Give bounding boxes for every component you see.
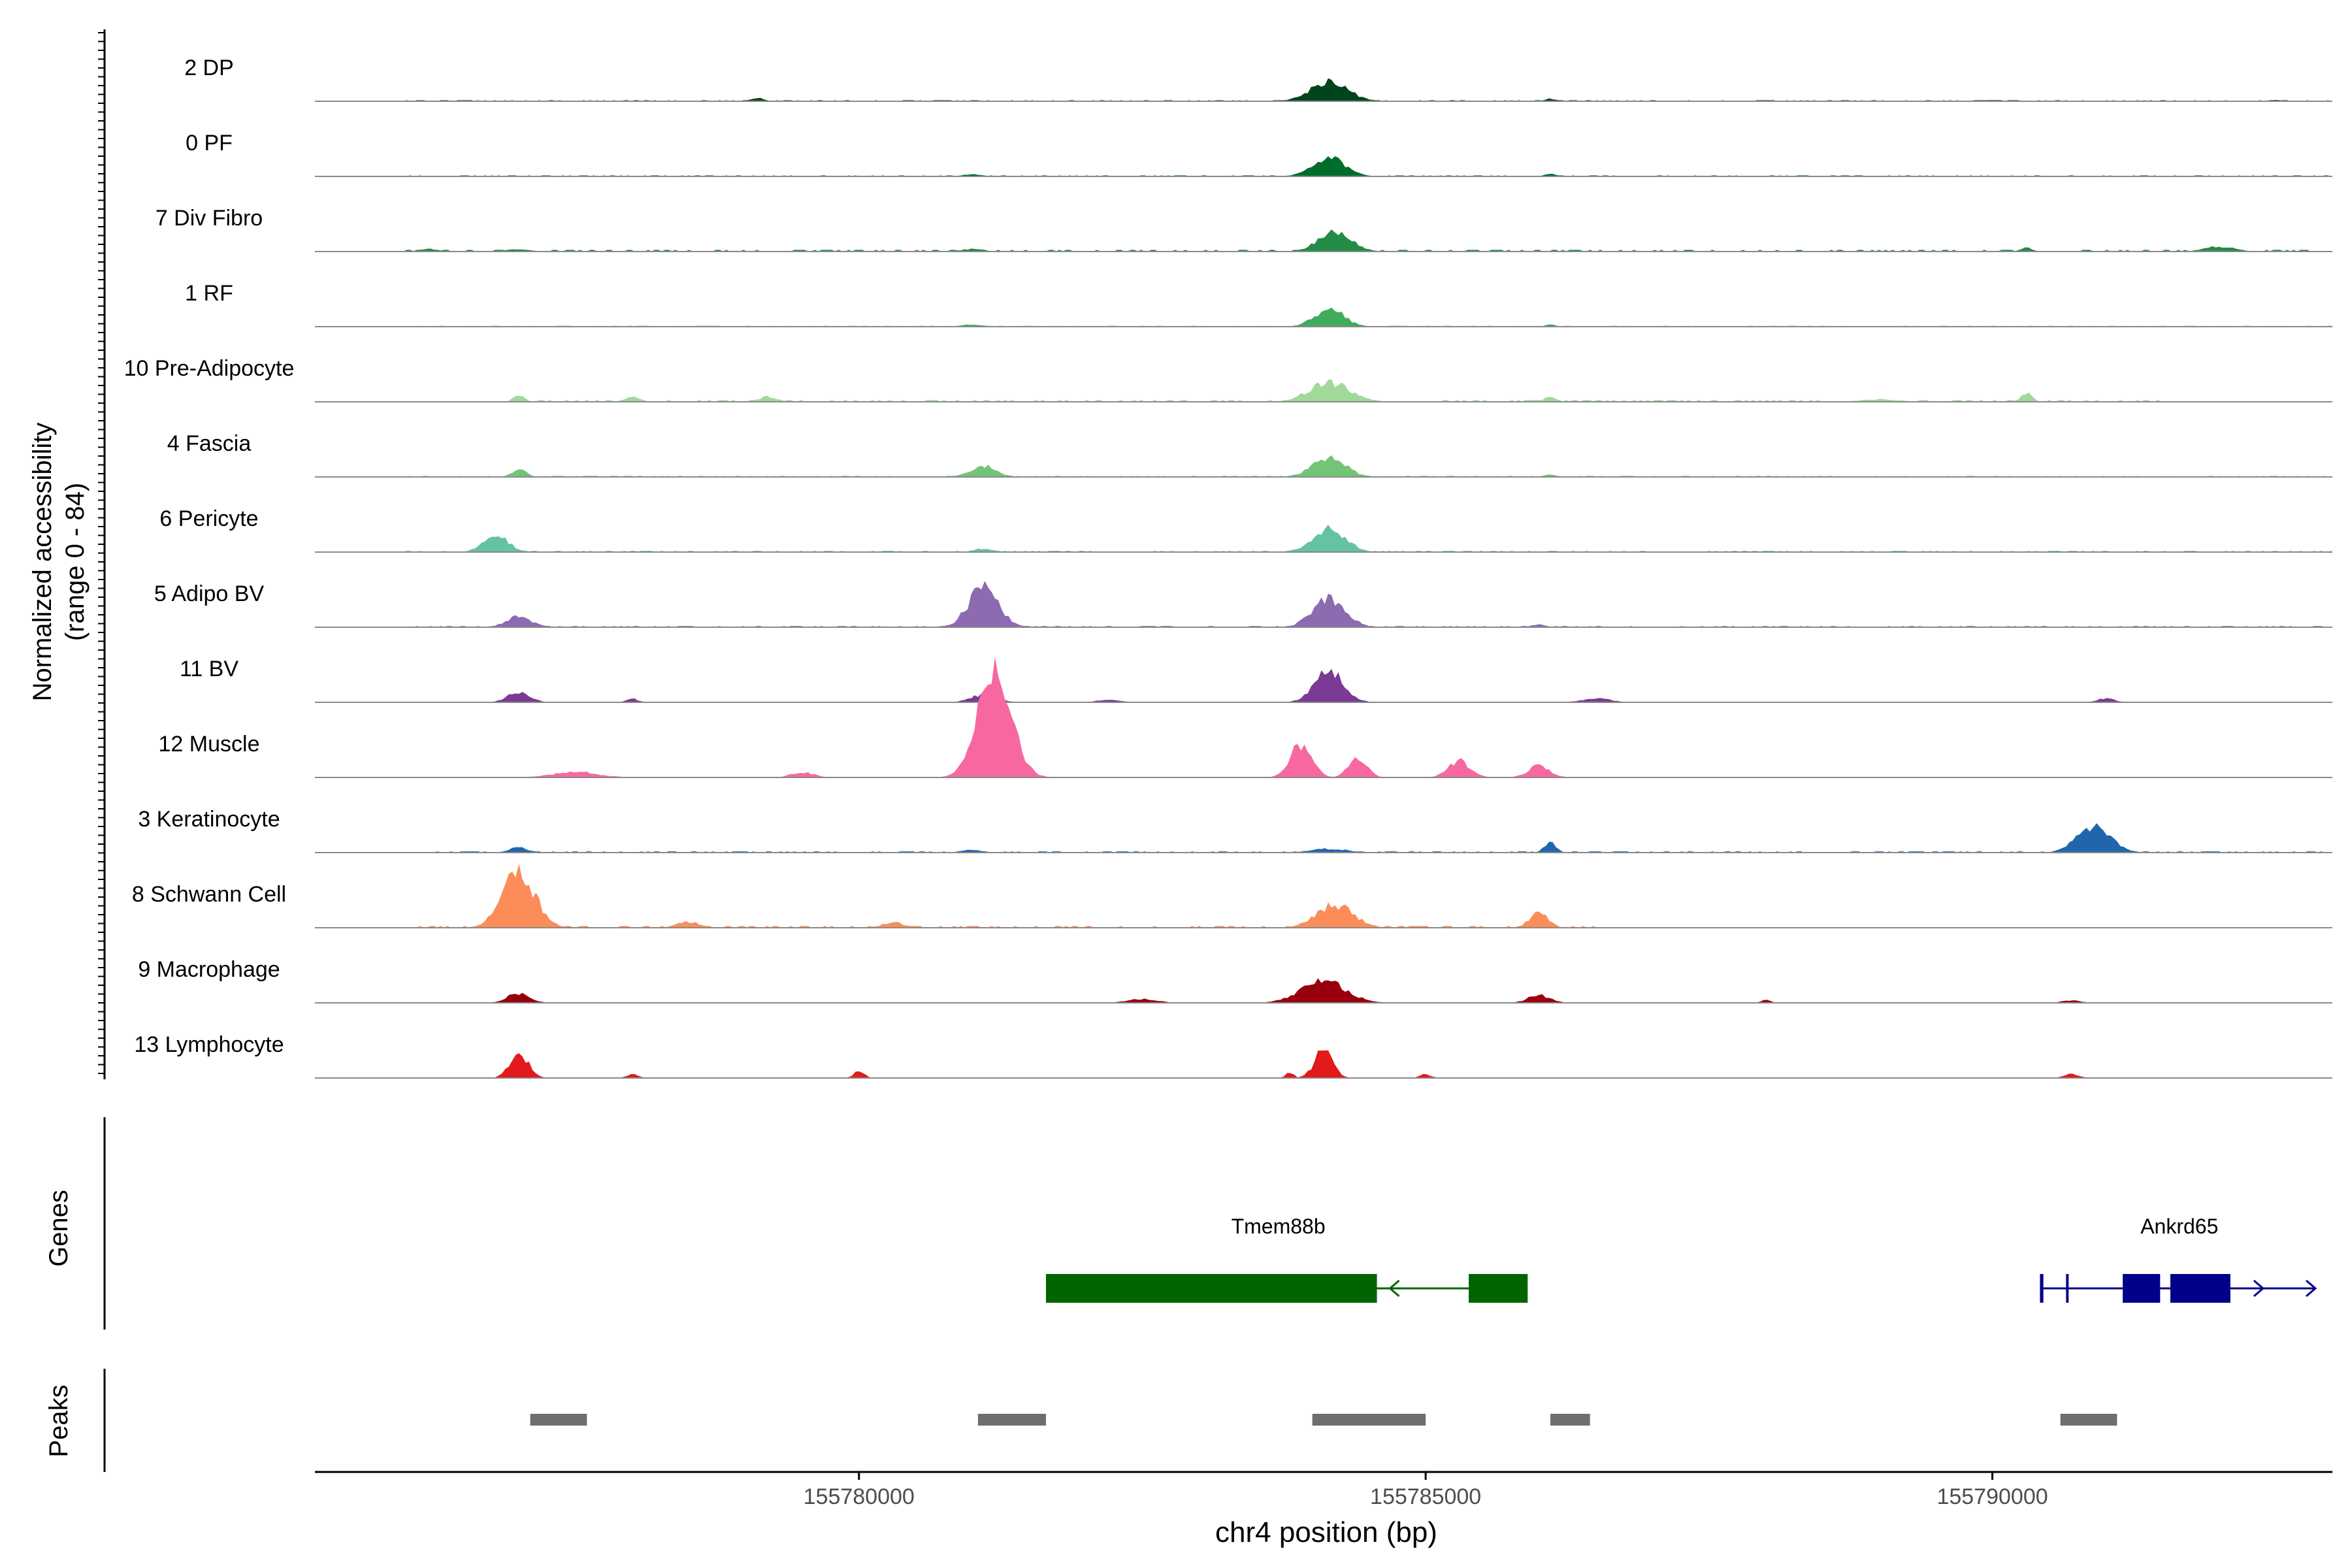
- peak-region: [977, 1414, 1046, 1426]
- gene-exon: [2040, 1274, 2044, 1303]
- track: 10 Pre-Adipocyte: [124, 356, 2332, 402]
- peak-region: [2060, 1414, 2117, 1426]
- gene-label: Tmem88b: [1232, 1215, 1326, 1238]
- track-label: 13 Lymphocyte: [134, 1032, 284, 1057]
- peak-region: [1550, 1414, 1590, 1426]
- gene: Ankrd65: [2040, 1215, 2317, 1303]
- track-label: 6 Pericyte: [159, 506, 258, 531]
- peak-region: [1312, 1414, 1426, 1426]
- peaks-panel-label: Peaks: [44, 1384, 73, 1457]
- coverage-area: [315, 525, 2332, 552]
- coverage-area: [315, 978, 2332, 1003]
- track: 12 Muscle: [159, 657, 2332, 778]
- coverage-area: [315, 1050, 2332, 1078]
- track: 9 Macrophage: [138, 957, 2332, 1004]
- coverage-area: [315, 823, 2332, 853]
- track-label: 7 Div Fibro: [155, 206, 263, 231]
- track-label: 12 Muscle: [159, 732, 260, 757]
- gene-exon: [1469, 1274, 1528, 1303]
- track-label: 2 DP: [184, 56, 234, 80]
- gene-label: Ankrd65: [2140, 1215, 2218, 1238]
- coverage-area: [315, 864, 2332, 928]
- track-label: 0 PF: [186, 131, 233, 155]
- peaks-panel: [103, 1369, 2117, 1472]
- x-tick-label: 155785000: [1370, 1484, 1481, 1509]
- track: 3 Keratinocyte: [138, 807, 2332, 853]
- y-axis-range-label: (range 0 - 84): [61, 483, 90, 641]
- gene-exon: [2066, 1274, 2069, 1303]
- track: 4 Fascia: [167, 431, 2332, 478]
- track-label: 3 Keratinocyte: [138, 807, 280, 832]
- track: 6 Pericyte: [159, 506, 2332, 553]
- track-label: 8 Schwann Cell: [132, 882, 286, 907]
- track: 8 Schwann Cell: [132, 864, 2332, 928]
- gene-exon: [1045, 1274, 1377, 1303]
- gene-exon: [2123, 1274, 2161, 1303]
- track-label: 4 Fascia: [167, 431, 252, 456]
- coverage-area: [315, 455, 2332, 477]
- coverage-area: [315, 379, 2332, 402]
- coverage-area: [315, 229, 2332, 252]
- track-label: 5 Adipo BV: [154, 581, 265, 606]
- track-label: 11 BV: [180, 657, 238, 681]
- track: 0 PF: [186, 131, 2332, 177]
- track: 13 Lymphocyte: [134, 1032, 2332, 1079]
- coverage-area: [315, 668, 2332, 702]
- strand-arrow: [2253, 1279, 2265, 1298]
- track-label: 1 RF: [185, 281, 233, 306]
- y-axis-ticks: [98, 29, 106, 1079]
- gene-exon: [2170, 1274, 2230, 1303]
- x-axis-label: chr4 position (bp): [1215, 1516, 1437, 1548]
- track-label: 9 Macrophage: [138, 957, 280, 982]
- coverage-area: [315, 307, 2332, 327]
- strand-arrow: [1388, 1279, 1400, 1298]
- coverage-area: [315, 78, 2332, 101]
- x-tick-label: 155780000: [804, 1484, 915, 1509]
- track: 2 DP: [184, 56, 2332, 102]
- coverage-area: [315, 581, 2332, 627]
- genes-panel: Tmem88b Ankrd65: [103, 1117, 2317, 1330]
- track: 11 BV: [180, 657, 2332, 703]
- x-axis: 155780000 155785000 155790000: [315, 1471, 2332, 1509]
- track: 5 Adipo BV: [154, 581, 2332, 628]
- coverage-area: [315, 156, 2332, 176]
- track: 1 RF: [185, 281, 2332, 327]
- gene: Tmem88b: [1045, 1215, 1528, 1303]
- peak-region: [530, 1414, 587, 1426]
- strand-arrow: [2306, 1279, 2317, 1298]
- x-tick-label: 155790000: [1936, 1484, 2048, 1509]
- y-axis-label: Normalized accessibility: [28, 423, 57, 702]
- genes-panel-label: Genes: [44, 1190, 73, 1267]
- track: 7 Div Fibro: [155, 206, 2332, 252]
- track-label: 10 Pre-Adipocyte: [124, 356, 295, 381]
- tracks-panel: 2 DP 0 PF 7 Div Fibro 1 RF 10 Pre-Adipocyte 4…: [98, 29, 2332, 1079]
